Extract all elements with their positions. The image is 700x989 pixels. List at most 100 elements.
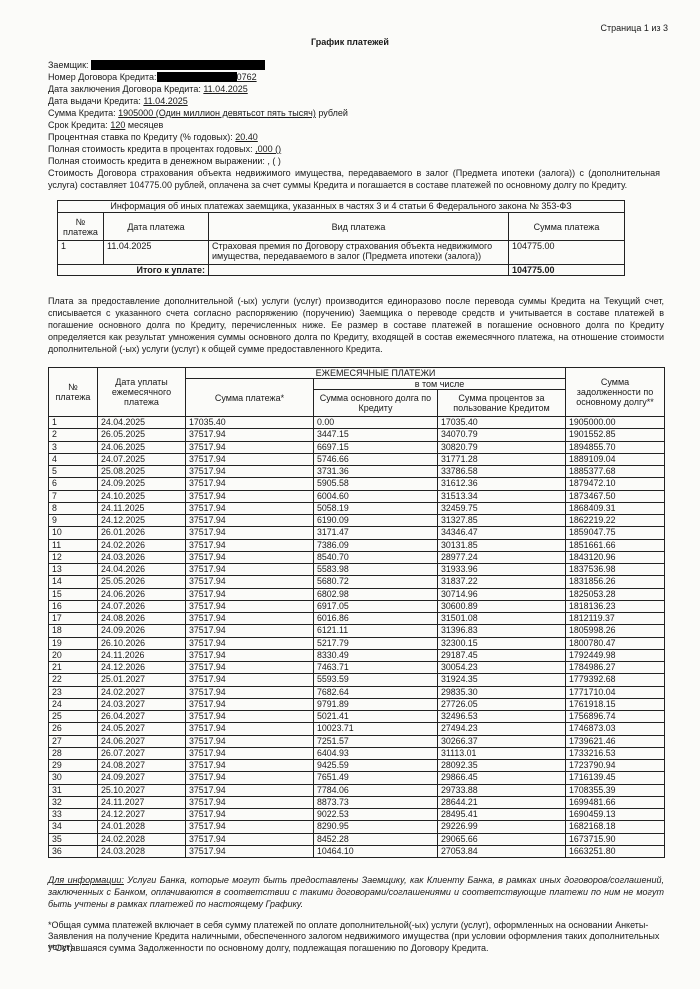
cell: 5680.72 xyxy=(313,575,438,589)
cell: 1779392.68 xyxy=(565,673,665,687)
cell: 3171.47 xyxy=(313,526,438,540)
cell: 1889109.04 xyxy=(565,452,665,467)
cell: 1784986.27 xyxy=(565,660,665,675)
schedule-row: 4 24.07.2025 37517.94 5746.66 31771.28 188910… xyxy=(48,452,665,467)
cell: 24.01.2028 xyxy=(97,820,186,834)
cell: 29835.30 xyxy=(437,685,566,699)
cell: 31 xyxy=(48,783,98,797)
cell: 24.03.2028 xyxy=(97,844,186,859)
schedule-row: 15 24.06.2026 37517.94 6802.98 30714.96 18250… xyxy=(48,587,665,601)
cell: 29187.45 xyxy=(437,648,566,663)
field: Дата заключения Договора Кредита: 11.04.… xyxy=(48,84,248,96)
cell: 24.04.2026 xyxy=(97,562,186,577)
cell: 37517.94 xyxy=(185,783,314,797)
schedule-row: 36 24.03.2028 37517.94 10464.10 27053.84 1663… xyxy=(48,844,665,859)
cell: 25.08.2025 xyxy=(97,464,186,479)
column-header: Сумма процентов за пользование Кредитом xyxy=(437,389,566,417)
cell: 37517.94 xyxy=(185,477,314,491)
cell: 29 xyxy=(48,758,98,773)
cell: 32300.15 xyxy=(437,636,566,650)
cell: 27053.84 xyxy=(437,844,566,859)
cell: 24.02.2026 xyxy=(97,538,186,552)
cell: 30600.89 xyxy=(437,599,566,614)
cell: 26.04.2027 xyxy=(97,709,186,724)
label: Дата выдачи Кредита: xyxy=(48,96,141,106)
cell: 25.10.2027 xyxy=(97,783,186,797)
schedule-rows: 1 24.04.2025 17035.40 0.00 17035.40 1905000.0… xyxy=(48,415,665,859)
cell: 24.02.2028 xyxy=(97,832,186,846)
info-text: Услуги Банка, которые могут быть предост… xyxy=(48,875,664,909)
field: Процентная ставка по Кредиту (% годовых)… xyxy=(48,132,258,144)
cell: 32459.75 xyxy=(437,501,566,516)
cell: 5593.59 xyxy=(313,673,438,687)
cell: 14 xyxy=(48,575,98,589)
field: Полная стоимость кредита в процентах год… xyxy=(48,144,281,156)
cell: 7 xyxy=(48,489,98,503)
cell: 7386.09 xyxy=(313,538,438,552)
cell: 6697.15 xyxy=(313,440,438,454)
cell: 30 xyxy=(48,771,98,785)
cell: 7651.49 xyxy=(313,771,438,785)
cell: 24.03.2026 xyxy=(97,550,186,565)
cell: 4 xyxy=(48,452,98,467)
cell: 1859047.75 xyxy=(565,526,665,540)
cell: 33 xyxy=(48,807,98,822)
value: ,000 () xyxy=(255,144,282,154)
cell: 24.12.2027 xyxy=(97,807,186,822)
cell: 8330.49 xyxy=(313,648,438,663)
cell: 0.00 xyxy=(313,415,438,430)
cell: 6802.98 xyxy=(313,587,438,601)
cell: 1905000.00 xyxy=(565,415,665,430)
total-label: Итого к уплате: xyxy=(57,264,209,276)
cell: 15 xyxy=(48,587,98,601)
cell: 37517.94 xyxy=(185,758,314,773)
cell: 24.11.2027 xyxy=(97,795,186,810)
cell: 35 xyxy=(48,832,98,846)
cell: 31771.28 xyxy=(437,452,566,467)
column-header: Сумма платежа xyxy=(508,212,625,241)
cell: 11 xyxy=(48,538,98,552)
cell: 31113.01 xyxy=(437,746,566,761)
footnote: *Общая сумма платежей включает в себя су… xyxy=(48,920,660,952)
cell: 5217.79 xyxy=(313,636,438,650)
cell: 37517.94 xyxy=(185,795,314,810)
cell: 31933.96 xyxy=(437,562,566,577)
label: Номер Договора Кредита: xyxy=(48,72,157,82)
cell: 10023.71 xyxy=(313,722,438,736)
schedule-row: 34 24.01.2028 37517.94 8290.95 29226.99 16821… xyxy=(48,820,665,834)
cell: 3731.36 xyxy=(313,464,438,479)
cell: 8873.73 xyxy=(313,795,438,810)
cell: 104775.00 xyxy=(508,240,625,265)
cell: 37517.94 xyxy=(185,513,314,528)
schedule-row: 35 24.02.2028 37517.94 8452.28 29065.66 16737… xyxy=(48,832,665,846)
label: Дата заключения Договора Кредита: xyxy=(48,84,201,94)
cell: 1862219.22 xyxy=(565,513,665,528)
column-header: Дата платежа xyxy=(103,212,209,241)
cell: 19 xyxy=(48,636,98,650)
cell: 6917.05 xyxy=(313,599,438,614)
cell: 24.08.2026 xyxy=(97,611,186,626)
cell: 13 xyxy=(48,562,98,577)
value: 11.04.2025 xyxy=(203,84,248,94)
cell: 1 xyxy=(57,240,104,265)
cell: 30714.96 xyxy=(437,587,566,601)
cell: 24.06.2026 xyxy=(97,587,186,601)
cell: 23 xyxy=(48,685,98,699)
label: Заемщик: xyxy=(48,60,89,70)
cell: 16 xyxy=(48,599,98,614)
cell: 28977.24 xyxy=(437,550,566,565)
column-header: Сумма платежа* xyxy=(185,378,314,417)
cell: 17 xyxy=(48,611,98,626)
cell: 37517.94 xyxy=(185,489,314,503)
cell: 24.07.2025 xyxy=(97,452,186,467)
cell: 37517.94 xyxy=(185,501,314,516)
cell: 24.06.2027 xyxy=(97,734,186,748)
schedule-row: 19 26.10.2026 37517.94 5217.79 32300.15 18007… xyxy=(48,636,665,650)
cell: 24 xyxy=(48,697,98,712)
redaction xyxy=(156,72,237,82)
cell: 6 xyxy=(48,477,98,491)
column-header: в том числе xyxy=(313,378,566,390)
cell: 1699481.66 xyxy=(565,795,665,810)
cell: 10464.10 xyxy=(313,844,438,859)
cell: 7682.64 xyxy=(313,685,438,699)
